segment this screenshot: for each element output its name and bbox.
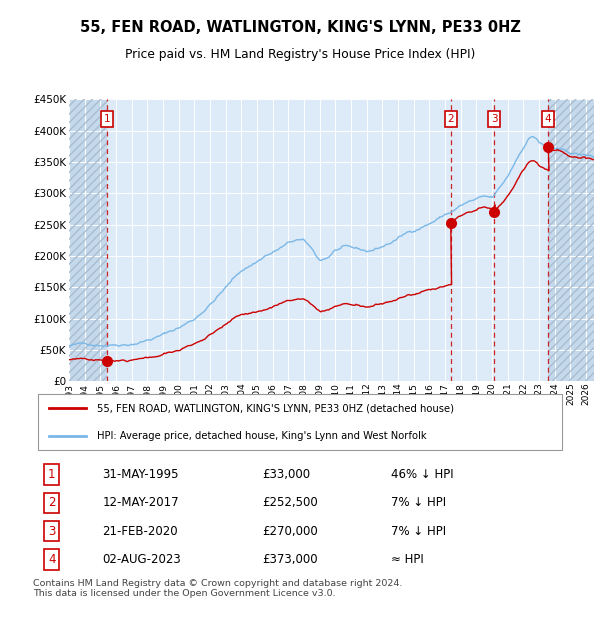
Text: 46% ↓ HPI: 46% ↓ HPI (391, 468, 454, 481)
Text: £33,000: £33,000 (263, 468, 311, 481)
Bar (548, 99, 594, 381)
Bar (69, 99, 107, 381)
Text: 2: 2 (48, 497, 55, 509)
Text: 4: 4 (48, 553, 55, 566)
Text: £373,000: £373,000 (263, 553, 318, 566)
Text: 3: 3 (48, 525, 55, 538)
Bar (548, 99, 594, 381)
Text: ≈ HPI: ≈ HPI (391, 553, 424, 566)
FancyBboxPatch shape (38, 394, 562, 450)
Text: 21-FEB-2020: 21-FEB-2020 (103, 525, 178, 538)
Text: 4: 4 (545, 114, 551, 124)
Text: 12-MAY-2017: 12-MAY-2017 (103, 497, 179, 509)
Text: 3: 3 (491, 114, 497, 124)
Text: 02-AUG-2023: 02-AUG-2023 (103, 553, 181, 566)
Text: Price paid vs. HM Land Registry's House Price Index (HPI): Price paid vs. HM Land Registry's House … (125, 48, 475, 61)
Text: HPI: Average price, detached house, King's Lynn and West Norfolk: HPI: Average price, detached house, King… (97, 431, 427, 441)
Text: 7% ↓ HPI: 7% ↓ HPI (391, 525, 446, 538)
Text: £270,000: £270,000 (263, 525, 319, 538)
Text: £252,500: £252,500 (263, 497, 319, 509)
Text: Contains HM Land Registry data © Crown copyright and database right 2024.
This d: Contains HM Land Registry data © Crown c… (33, 578, 403, 598)
Text: 2: 2 (448, 114, 454, 124)
Text: 1: 1 (103, 114, 110, 124)
Text: 7% ↓ HPI: 7% ↓ HPI (391, 497, 446, 509)
Text: 31-MAY-1995: 31-MAY-1995 (103, 468, 179, 481)
Text: 55, FEN ROAD, WATLINGTON, KING'S LYNN, PE33 0HZ: 55, FEN ROAD, WATLINGTON, KING'S LYNN, P… (80, 20, 520, 35)
Bar (69, 99, 107, 381)
Text: 1: 1 (48, 468, 55, 481)
Text: 55, FEN ROAD, WATLINGTON, KING'S LYNN, PE33 0HZ (detached house): 55, FEN ROAD, WATLINGTON, KING'S LYNN, P… (97, 403, 454, 414)
